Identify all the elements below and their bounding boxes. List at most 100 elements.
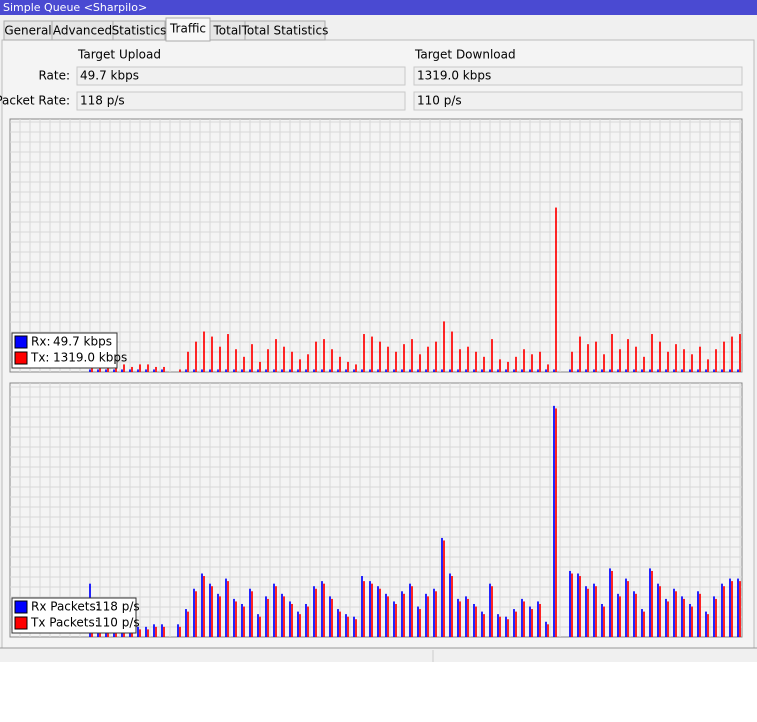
- graph-bar: [625, 578, 627, 637]
- graph-bar: [595, 341, 597, 372]
- graph-bar: [179, 369, 181, 372]
- graph-bar: [475, 606, 477, 637]
- graph-bar: [363, 334, 365, 372]
- legend-swatch: [14, 351, 28, 365]
- graph-bar: [401, 591, 403, 637]
- graph-bar: [553, 369, 555, 372]
- graph-bar: [235, 349, 237, 372]
- column-header: Target Download: [414, 48, 516, 62]
- graph-bar: [715, 349, 717, 372]
- graph-bar: [457, 598, 459, 637]
- graph-bar: [603, 354, 605, 372]
- graph-bar: [283, 346, 285, 372]
- field-box: [413, 66, 743, 86]
- graph-bar: [587, 588, 589, 637]
- graph-bar: [193, 588, 195, 637]
- graph-bar: [195, 341, 197, 372]
- graph-bar: [731, 581, 733, 637]
- graph-bar: [651, 334, 653, 372]
- graph-bar: [707, 359, 709, 372]
- graph-bar: [499, 616, 501, 637]
- graph-bar: [585, 369, 587, 372]
- graph-bar: [483, 356, 485, 372]
- tab[interactable]: [244, 20, 326, 41]
- graph-bar: [721, 583, 723, 637]
- graph-bar: [217, 369, 219, 372]
- graph-bar: [489, 369, 491, 372]
- graph-bar: [499, 359, 501, 372]
- graph-bar: [273, 583, 275, 637]
- graph-bar: [657, 583, 659, 637]
- graph-bar: [243, 356, 245, 372]
- graph-bar: [617, 369, 619, 372]
- graph-bar: [259, 616, 261, 637]
- graph-bar: [545, 369, 547, 372]
- graph-bar: [139, 629, 141, 637]
- field-label: Rate:: [38, 69, 70, 83]
- graph-bar: [451, 576, 453, 637]
- graph-bar: [371, 336, 373, 372]
- graph-bar: [731, 336, 733, 372]
- graph-bar: [257, 369, 259, 372]
- graph-bar: [321, 581, 323, 637]
- graph-bar: [155, 626, 157, 637]
- graph-bar: [187, 351, 189, 372]
- field-value: 118 p/s: [80, 94, 125, 108]
- graph-bar: [179, 626, 181, 637]
- window-title: Simple Queue <Sharpilo>: [3, 1, 147, 14]
- graph-bar: [507, 361, 509, 372]
- graph-bar: [481, 611, 483, 637]
- graph-bar: [643, 356, 645, 372]
- graph-bar: [681, 369, 683, 372]
- graph-bar: [265, 596, 267, 637]
- graph-bar: [411, 339, 413, 372]
- graph-bar: [387, 346, 389, 372]
- graph-bar: [89, 369, 91, 372]
- graph-bar: [595, 586, 597, 637]
- graph-bar: [251, 591, 253, 637]
- graph-bar: [291, 603, 293, 637]
- tab-label: Advanced: [53, 24, 112, 38]
- graph-bar: [641, 609, 643, 637]
- graph-bar: [611, 570, 613, 637]
- graph-bar: [539, 603, 541, 637]
- graph-bar: [153, 624, 155, 637]
- graph-bar: [289, 369, 291, 372]
- graph-bar: [145, 626, 147, 637]
- graph-bar: [441, 369, 443, 372]
- graph-bar: [249, 588, 251, 637]
- graph-bar: [395, 351, 397, 372]
- graph-bar: [163, 626, 165, 637]
- graph-bar: [619, 349, 621, 372]
- graph-bar: [473, 369, 475, 372]
- graph-bar: [705, 369, 707, 372]
- graph-bar: [497, 369, 499, 372]
- graph-bar: [345, 369, 347, 372]
- graph-bar: [355, 364, 357, 372]
- graph-bar: [297, 611, 299, 637]
- graph-bar: [395, 603, 397, 637]
- graph-bar: [307, 606, 309, 637]
- graph-bar: [225, 578, 227, 637]
- legend-name: Tx:: [30, 351, 49, 365]
- field-value: 110 p/s: [417, 94, 462, 108]
- graph-bar: [187, 611, 189, 637]
- graph-bar: [219, 596, 221, 637]
- graph-bar: [155, 366, 157, 372]
- tab[interactable]: [112, 20, 166, 41]
- graph-bar: [163, 366, 165, 372]
- graph-bar: [313, 369, 315, 372]
- graph-bar: [459, 601, 461, 637]
- graph-bar: [177, 624, 179, 637]
- graph-bar: [491, 339, 493, 372]
- field-value: 1319.0 kbps: [417, 69, 491, 83]
- legend-value: 49.7 kbps: [53, 335, 112, 349]
- graph-bar: [267, 349, 269, 372]
- legend-swatch: [14, 600, 28, 614]
- graph-bar: [123, 364, 125, 372]
- graph-bar: [689, 369, 691, 372]
- graph-bar: [427, 596, 429, 637]
- graph-bar: [419, 609, 421, 637]
- graph-bar: [659, 586, 661, 637]
- graph-bar: [211, 586, 213, 637]
